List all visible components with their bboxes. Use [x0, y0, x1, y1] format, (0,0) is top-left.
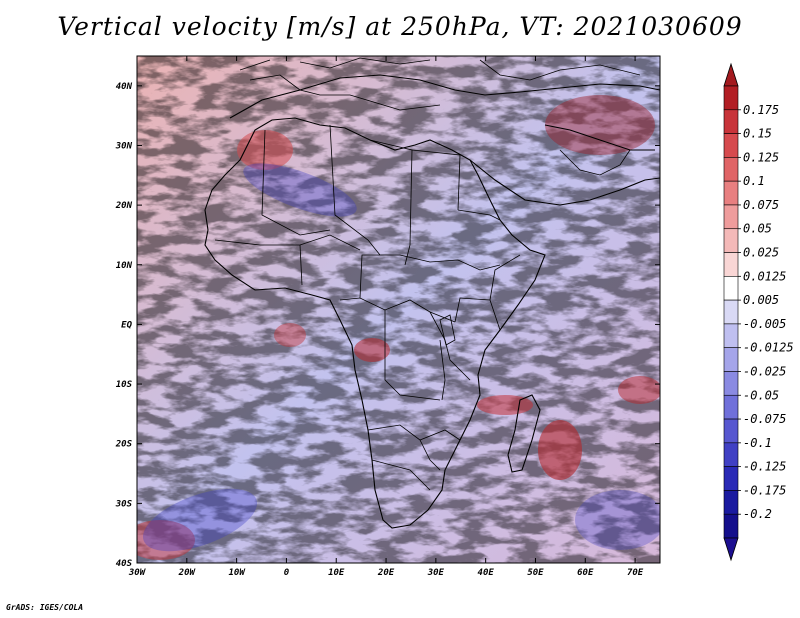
colorbar-swatch: [723, 299, 739, 325]
colorbar-label: 0.15: [743, 127, 772, 141]
lon-tick-label: 30W: [128, 568, 147, 578]
colorbar-label: -0.175: [743, 483, 786, 497]
colorbar-label: 0.005: [743, 293, 779, 307]
colorbar-label: 0.0125: [743, 269, 786, 283]
colorbar-label: -0.005: [743, 317, 786, 331]
colorbar-label: 0.025: [743, 246, 779, 260]
other-land-outlines: [239, 57, 641, 176]
colorbar-swatch: [723, 180, 739, 206]
colorbar: 0.175 0.15 0.125 0.1 0.075 0.05 0.025 0.0125 0.0…: [723, 62, 794, 562]
colorbar-swatch: [723, 442, 739, 467]
colorbar-bottom-arrow: [723, 537, 739, 562]
lon-tick-label: 10W: [228, 568, 246, 578]
colorbar-swatch: [723, 228, 739, 253]
lon-tick-label: 20E: [377, 568, 395, 578]
colorbar-swatch: [723, 85, 739, 111]
colorbar-label: -0.1: [743, 436, 772, 450]
colorbar-label: -0.0125: [743, 341, 794, 355]
lon-tick-label: 0: [284, 568, 290, 578]
colorbar-label: 0.125: [743, 150, 779, 164]
colorbar-label: 0.1: [743, 174, 765, 188]
lon-tick-label: 30E: [427, 568, 445, 578]
lon-tick-label: 70E: [627, 568, 644, 578]
longitude-axis: 30W 20W 10W 0 10E 20E 30E 40E 50E 60E 70E: [128, 56, 644, 578]
colorbar-swatch: [723, 204, 739, 230]
lat-tick-label: 40S: [116, 559, 133, 569]
colorbar-swatch: [723, 418, 739, 444]
colorbar-swatch: [723, 371, 739, 396]
lon-tick-label: 60E: [577, 568, 594, 578]
colorbar-label: -0.2: [743, 507, 772, 521]
colorbar-swatch: [723, 133, 739, 158]
colorbar-swatch: [723, 347, 739, 372]
country-borders: [214, 124, 521, 491]
lat-tick-label: 10S: [116, 380, 133, 390]
colorbar-swatch: [723, 109, 739, 134]
map-frame: [136, 55, 661, 564]
lat-tick-label: 20N: [115, 201, 133, 211]
colorbar-swatch: [723, 490, 739, 515]
colorbar-label: -0.05: [743, 388, 779, 402]
colorbar-label: 0.175: [743, 103, 779, 117]
lat-tick-label: EQ: [121, 320, 132, 330]
lat-tick-label: 40N: [116, 82, 133, 92]
colorbar-label: -0.025: [743, 364, 786, 378]
lat-tick-label: 20S: [115, 440, 133, 450]
colorbar-label: 0.05: [743, 222, 772, 236]
colorbar-label: -0.075: [743, 412, 786, 426]
colorbar-swatch: [723, 252, 739, 277]
lon-tick-label: 20W: [178, 568, 197, 578]
lat-tick-label: 10N: [116, 261, 133, 271]
colorbar-label: 0.075: [743, 198, 779, 212]
colorbar-swatch: [723, 157, 739, 182]
colorbar-top-arrow: [723, 62, 739, 87]
lon-tick-label: 10E: [328, 568, 345, 578]
grads-credit: GrADS: IGES/COLA: [6, 603, 84, 612]
colorbar-label: -0.125: [743, 460, 786, 474]
latitude-axis: 40N 30N 20N 10N EQ 10S 20S 30S 40S: [115, 82, 660, 569]
colorbar-swatch: [723, 513, 739, 539]
lat-tick-label: 30N: [115, 141, 133, 151]
map-title: Vertical velocity [m/s] at 250hPa, VT: 2…: [57, 12, 743, 41]
lat-tick-label: 30S: [115, 499, 133, 509]
lon-tick-label: 40E: [478, 568, 495, 578]
colorbar-swatch: [723, 394, 739, 420]
colorbar-swatch: [723, 323, 739, 348]
velocity-field: [137, 56, 660, 563]
colorbar-swatch: [723, 466, 739, 491]
colorbar-swatch: [723, 276, 739, 301]
lon-tick-label: 50E: [527, 568, 544, 578]
